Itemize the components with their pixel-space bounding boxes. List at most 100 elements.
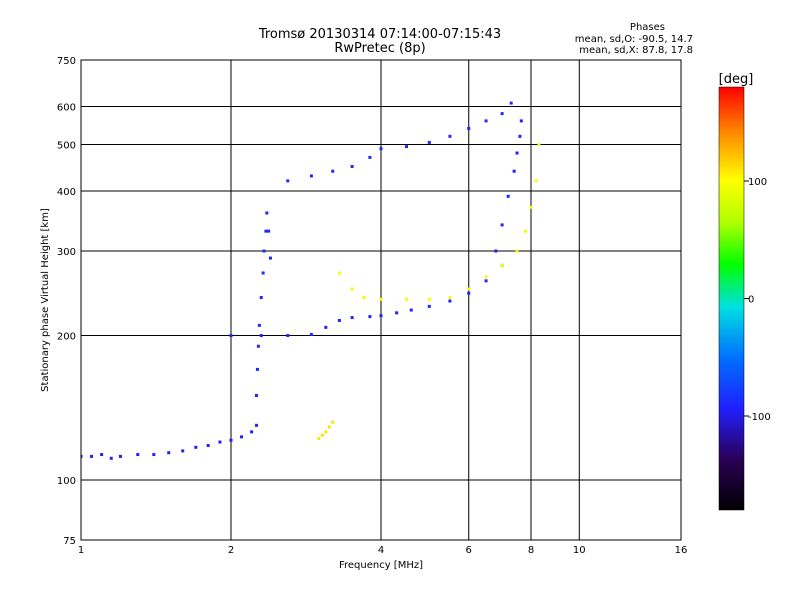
data-point [448, 299, 452, 303]
data-point [90, 454, 94, 458]
data-point [167, 451, 171, 455]
data-point [240, 435, 244, 439]
x-tick-label: 1 [78, 545, 84, 556]
data-point [229, 334, 233, 338]
data-point [484, 119, 488, 123]
data-point [181, 449, 185, 453]
x-axis-label: Frequency [MHz] [339, 560, 423, 571]
y-tick-label: 600 [57, 103, 76, 114]
y-tick-label: 400 [57, 187, 76, 198]
data-point [515, 151, 519, 155]
data-point [395, 311, 399, 315]
data-point [337, 271, 341, 275]
data-point [484, 279, 488, 283]
data-point [255, 367, 259, 371]
colorbar-tick-label: 0 [748, 295, 754, 306]
data-point [265, 211, 269, 215]
data-point [518, 134, 522, 138]
data-point [362, 296, 366, 300]
data-point [500, 263, 504, 267]
data-point [259, 296, 263, 300]
data-point [309, 174, 313, 178]
data-point [259, 334, 263, 338]
data-point [427, 140, 431, 144]
data-point [379, 297, 383, 301]
data-point [500, 112, 504, 116]
y-tick-label: 750 [57, 56, 76, 67]
data-point [261, 271, 265, 275]
data-point [309, 332, 313, 336]
data-point [350, 316, 354, 320]
y-tick-label: 75 [63, 536, 76, 547]
colorbar-ticks: 100 0 -100 [744, 177, 771, 423]
data-point [320, 433, 324, 437]
data-point [494, 249, 498, 253]
data-point [109, 456, 113, 460]
y-tick-label: 200 [57, 332, 76, 343]
data-point [254, 423, 258, 427]
data-point [264, 229, 268, 233]
data-point [404, 145, 408, 149]
colorbar-tick-label: -100 [748, 412, 771, 423]
grid-lines [81, 60, 681, 540]
data-point [500, 223, 504, 227]
x-tick-label: 4 [378, 545, 384, 556]
data-point [484, 275, 488, 279]
data-point [256, 344, 260, 348]
y-axis-label: Stationary phase Virtual Height [km] [40, 208, 51, 392]
chart-title: Tromsø 20130314 07:14:00-07:15:43 [258, 27, 501, 42]
data-point [519, 119, 523, 123]
data-point [268, 256, 272, 260]
data-point [286, 334, 290, 338]
axis-ticks: 1 2 4 6 8 10 16 75 100 200 300 400 500 600 750 [57, 56, 687, 556]
data-point [515, 249, 519, 253]
data-point [467, 287, 471, 291]
data-point [206, 444, 210, 448]
data-point [368, 155, 372, 159]
data-points [81, 101, 541, 460]
data-point [136, 453, 140, 457]
data-point [467, 126, 471, 130]
data-point [529, 205, 533, 209]
data-point [324, 430, 328, 434]
data-point [337, 318, 341, 322]
data-point [350, 287, 354, 291]
data-point [537, 143, 541, 147]
x-tick-label: 16 [675, 545, 688, 556]
y-tick-label: 100 [57, 476, 76, 487]
data-point [317, 437, 321, 441]
data-point [524, 229, 528, 233]
data-point [327, 425, 331, 429]
data-point [512, 169, 516, 173]
data-point [427, 297, 431, 301]
data-point [229, 438, 233, 442]
phases-x-line: mean, sd,X: 87.8, 17.8 [579, 45, 693, 56]
data-point [467, 291, 471, 295]
data-point [509, 101, 513, 105]
data-point [267, 229, 271, 233]
data-point [331, 420, 335, 424]
data-point [286, 179, 290, 183]
colorbar-label: [deg] [719, 72, 754, 87]
x-tick-label: 10 [573, 545, 586, 556]
phases-o-line: mean, sd,O: -90.5, 14.7 [575, 34, 693, 45]
data-point [534, 179, 538, 183]
data-point [448, 134, 452, 138]
phases-title: Phases [630, 22, 665, 33]
colorbar-tick-label: 100 [748, 177, 767, 188]
data-point [350, 164, 354, 168]
data-point [100, 453, 104, 457]
data-point [257, 323, 261, 327]
data-point [218, 440, 222, 444]
chart-subtitle: RwPretec (8p) [334, 41, 425, 56]
data-point [448, 296, 452, 300]
data-point [250, 430, 254, 434]
data-point [81, 454, 83, 458]
plot-frame [80, 59, 682, 541]
data-point [379, 314, 383, 318]
colorbar [718, 86, 745, 511]
data-point [324, 325, 328, 329]
data-point [262, 249, 266, 253]
y-tick-label: 500 [57, 141, 76, 152]
data-point [379, 147, 383, 151]
